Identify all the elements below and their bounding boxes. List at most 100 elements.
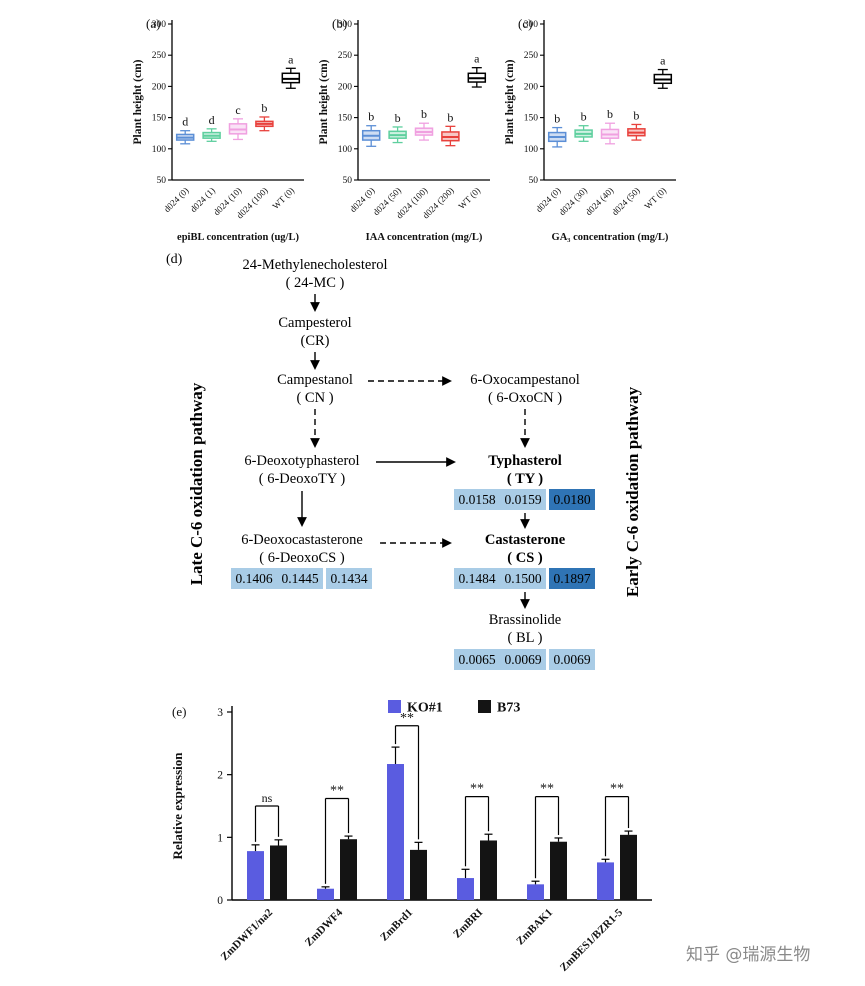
heatmap-cell: 0.0069 [549, 649, 595, 670]
y-tick-label: 200 [524, 82, 539, 92]
heatmap-brassinolide: 0.0065 0.0069 0.0069 [454, 649, 595, 670]
bar-KO#1-ZmDWF1/na2 [247, 851, 264, 900]
heatmap-cell: 0.0065 [454, 649, 500, 670]
y-tick-label: 50 [343, 176, 353, 186]
bar-KO#1-ZmBRI [457, 878, 474, 900]
legend-swatch-B73 [478, 700, 491, 713]
sig-letter: a [474, 52, 480, 66]
sig-label: ** [610, 782, 624, 797]
y-tick-label: 300 [152, 20, 167, 30]
x-tick-label: d024 (30) [557, 185, 589, 217]
y-tick-label: 50 [529, 176, 539, 186]
box-d024 (0): b [361, 110, 381, 147]
heatmap-6-deoxocastasterone: 0.1406 0.1445 0.1434 [231, 568, 372, 589]
sig-letter: d [182, 115, 188, 129]
y-tick-label: 2 [217, 770, 223, 782]
box-d024 (0): d [175, 115, 195, 145]
pathway-node-6-deoxotyphasterol: 6-Deoxotyphasterol ( 6-DeoxoTY ) [244, 452, 359, 488]
node-abbr: (CR) [300, 333, 330, 349]
y-tick-label: 200 [338, 82, 353, 92]
sig-letter: b [633, 108, 639, 122]
box-WT (0): a [653, 54, 673, 89]
legend-label: B73 [497, 701, 520, 716]
heatmap-cell: 0.0159 [500, 489, 546, 510]
sig-letter: b [447, 110, 453, 124]
heatmap-cell: 0.1434 [326, 568, 372, 589]
x-axis-title: epiBL concentration (ug/L) [177, 232, 299, 243]
box-d024 (100): b [255, 101, 274, 132]
node-name: 24-Methylenecholesterol [242, 257, 388, 273]
node-name: Typhasterol [488, 453, 562, 469]
node-name: Campesterol [278, 315, 352, 331]
node-name: Campestanol [277, 372, 353, 388]
box-d024 (0): b [547, 112, 567, 148]
y-tick-label: 250 [338, 51, 353, 61]
y-tick-label: 250 [152, 51, 167, 61]
node-name: Brassinolide [488, 612, 562, 628]
y-tick-label: 100 [152, 145, 167, 155]
pathway-node-6-deoxocastasterone: 6-Deoxocastasterone ( 6-DeoxoCS ) [241, 531, 363, 567]
sig-letter: b [421, 107, 427, 121]
y-tick-label: 150 [152, 114, 167, 124]
y-tick-label: 0 [217, 895, 223, 907]
box-WT (0): a [467, 52, 487, 88]
heatmap-cell: 0.1500 [500, 568, 546, 589]
sig-letter: b [607, 107, 613, 121]
y-tick-label: 150 [524, 114, 539, 124]
y-axis-title: Plant height (cm) [318, 59, 330, 144]
pathway-node-campestanol: Campestanol ( CN ) [277, 371, 353, 407]
x-tick-label: ZmBRI [451, 907, 485, 941]
boxplot-ga3: (c) 50 100 150 200 250 300 Plant height (cm) b d0… [504, 16, 676, 243]
sig-letter: c [235, 103, 240, 117]
node-name: Castasterone [484, 532, 566, 548]
panel-label: (e) [172, 704, 186, 719]
node-abbr: ( BL ) [507, 630, 543, 646]
sig-letter: d [209, 113, 215, 127]
boxplot-epibl: (a) 50 100 150 200 250 300 Plant height (cm) d d0… [132, 16, 304, 243]
node-abbr: ( TY ) [506, 471, 544, 487]
sig-label: ** [400, 711, 414, 726]
sig-label: ** [330, 783, 344, 798]
heatmap-cell: 0.1484 [454, 568, 500, 589]
node-name: 6-Deoxocastasterone [241, 532, 363, 548]
bar-B73-ZmDWF4 [340, 839, 357, 900]
bar-KO#1-ZmBrd1 [387, 764, 404, 900]
box-WT (0): a [281, 52, 301, 89]
y-tick-label: 250 [524, 51, 539, 61]
box-d024 (10): c [228, 103, 248, 141]
y-tick-label: 1 [217, 832, 223, 844]
node-name: 6-Oxocampestanol [470, 372, 580, 388]
sig-letter: b [261, 101, 267, 115]
panel-label: (b) [332, 16, 347, 31]
bar-B73-ZmBRI [480, 840, 497, 900]
x-tick-label: ZmBAK1 [514, 907, 555, 948]
x-tick-label: ZmBrd1 [378, 907, 415, 944]
bar-KO#1-ZmDWF4 [317, 888, 334, 900]
bar-B73-ZmBES1/BZR1-5 [620, 834, 637, 900]
heatmap-cell: 0.0180 [549, 489, 595, 510]
pathway-node-castasterone: Castasterone ( CS ) [485, 531, 565, 567]
early-c6-pathway-label: Early C-6 oxidation pathway [623, 386, 642, 598]
box-d024 (30): b [574, 110, 593, 142]
node-abbr: ( 6-OxoCN ) [487, 390, 563, 406]
x-axis-title: IAA concentration (mg/L) [366, 232, 483, 243]
sig-letter: b [368, 110, 374, 124]
late-c6-pathway-label: Late C-6 oxidation pathway [187, 382, 206, 586]
x-tick-label: ZmBES1/BZR1-5 [558, 906, 626, 974]
heatmap-cell: 0.1406 [231, 568, 277, 589]
node-abbr: ( 24-MC ) [285, 275, 345, 291]
panel-label-d: (d) [166, 252, 183, 267]
box-d024 (200): b [441, 110, 460, 147]
sig-letter: a [288, 52, 294, 66]
legend-swatch-KO#1 [388, 700, 401, 713]
bar-KO#1-ZmBES1/BZR1-5 [597, 862, 614, 900]
heatmap-cell: 0.1897 [549, 568, 595, 589]
bar-B73-ZmBAK1 [550, 841, 567, 900]
node-abbr: ( CS ) [507, 550, 543, 566]
y-tick-label: 50 [157, 176, 167, 186]
x-tick-label: WT (0) [642, 185, 668, 211]
y-axis-title: Plant height (cm) [132, 59, 144, 144]
heatmap-castasterone: 0.1484 0.1500 0.1897 [454, 568, 595, 589]
sig-letter: b [395, 111, 401, 125]
pathway-node-brassinolide: Brassinolide ( BL ) [489, 611, 562, 647]
